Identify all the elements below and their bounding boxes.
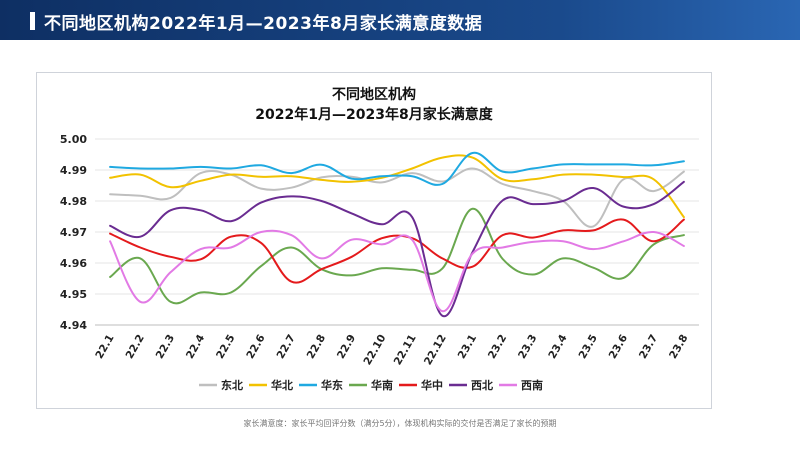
x-tick-label: 22.10 bbox=[361, 333, 388, 368]
header-bar: 不同地区机构2022年1月—2023年8月家长满意度数据 bbox=[0, 0, 800, 40]
series-line-4 bbox=[109, 207, 685, 305]
x-tick-label: 22.3 bbox=[154, 333, 177, 361]
x-tick-label: 22.2 bbox=[124, 333, 147, 361]
header-marker bbox=[30, 12, 35, 30]
chart-frame: 不同地区机构 2022年1月—2023年8月家长满意度 5.00 4.99 4.98… bbox=[36, 72, 712, 409]
legend-label: 东北 bbox=[221, 378, 243, 392]
series-line-2 bbox=[109, 154, 685, 219]
x-axis-ticks: 22.1 22.2 22.3 22.4 22.5 22.6 22.7 22.8 22.9 22.1… bbox=[93, 333, 690, 368]
series-line-7 bbox=[109, 229, 685, 313]
legend-label: 华北 bbox=[271, 378, 293, 392]
x-tick-label: 22.4 bbox=[184, 333, 207, 361]
x-tick-label: 23.5 bbox=[577, 333, 600, 361]
legend-label: 西北 bbox=[471, 378, 493, 392]
y-tick-label: 4.99 bbox=[60, 164, 87, 177]
chart-title-line1: 不同地区机构 bbox=[332, 86, 416, 103]
y-tick-label: 5.00 bbox=[60, 133, 87, 146]
legend: 东北 华北 华东 华南 华中 西北 西南 bbox=[199, 378, 543, 392]
page-title: 不同地区机构2022年1月—2023年8月家长满意度数据 bbox=[44, 14, 483, 34]
y-tick-label: 4.96 bbox=[60, 257, 87, 270]
x-tick-label: 22.12 bbox=[422, 333, 449, 368]
x-tick-label: 22.9 bbox=[335, 333, 358, 361]
x-tick-label: 23.8 bbox=[667, 333, 690, 361]
legend-label: 西南 bbox=[521, 378, 543, 392]
y-tick-label: 4.94 bbox=[60, 319, 87, 332]
x-tick-label: 23.1 bbox=[456, 333, 479, 361]
series-lines bbox=[109, 151, 685, 318]
x-tick-label: 23.7 bbox=[637, 333, 660, 361]
footnote: 家长满意度：家长平均回评分数（满分5分），体现机构实际的交付是否满足了家长的预期 bbox=[243, 419, 557, 428]
series-line-6 bbox=[109, 180, 685, 318]
x-tick-label: 22.11 bbox=[392, 333, 419, 368]
x-tick-label: 23.4 bbox=[546, 333, 569, 361]
line-chart: 不同地区机构 2022年1月—2023年8月家长满意度 5.00 4.99 4.98… bbox=[60, 86, 699, 392]
y-tick-label: 4.98 bbox=[60, 195, 87, 208]
series-line-5 bbox=[109, 218, 685, 284]
legend-label: 华中 bbox=[421, 378, 443, 392]
legend-label: 华南 bbox=[371, 378, 393, 392]
chart-title-line2: 2022年1月—2023年8月家长满意度 bbox=[255, 106, 493, 123]
x-tick-label: 23.2 bbox=[486, 333, 509, 361]
y-tick-label: 4.95 bbox=[60, 288, 87, 301]
series-line-3 bbox=[109, 151, 685, 186]
series-line-1 bbox=[109, 167, 685, 228]
legend-label: 华东 bbox=[321, 378, 343, 392]
x-tick-label: 22.5 bbox=[214, 333, 237, 361]
x-tick-label: 22.6 bbox=[244, 333, 267, 361]
y-tick-label: 4.97 bbox=[60, 226, 87, 239]
x-tick-label: 22.7 bbox=[275, 333, 298, 361]
x-tick-label: 22.8 bbox=[305, 333, 328, 361]
x-tick-label: 22.1 bbox=[93, 333, 116, 361]
x-tick-label: 23.3 bbox=[516, 333, 539, 361]
y-axis-ticks: 5.00 4.99 4.98 4.97 4.96 4.95 4.94 bbox=[60, 133, 87, 332]
x-tick-label: 23.6 bbox=[607, 333, 630, 361]
